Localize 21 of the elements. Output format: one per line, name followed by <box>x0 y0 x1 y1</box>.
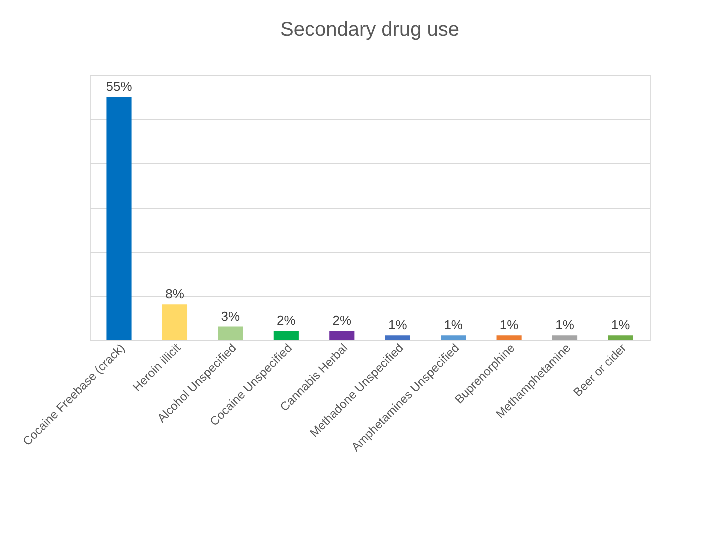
bar <box>330 331 355 340</box>
bar <box>274 331 299 340</box>
bar <box>496 336 522 340</box>
bar <box>385 336 410 340</box>
bar <box>218 326 244 340</box>
data-label: 3% <box>221 308 241 324</box>
data-label: 2% <box>277 313 296 328</box>
data-label: 2% <box>332 313 352 328</box>
data-label: 1% <box>388 318 408 333</box>
bar <box>106 97 132 340</box>
bar <box>162 304 188 340</box>
bar <box>552 336 578 340</box>
data-label: 1% <box>556 318 575 333</box>
data-label: 1% <box>611 318 631 333</box>
bar <box>441 336 466 340</box>
bar <box>608 336 634 340</box>
data-label: 8% <box>166 286 185 302</box>
chart-title: Secondary drug use <box>280 19 460 41</box>
data-label: 55% <box>106 79 133 94</box>
data-label: 1% <box>444 318 464 333</box>
data-label: 1% <box>500 318 520 333</box>
